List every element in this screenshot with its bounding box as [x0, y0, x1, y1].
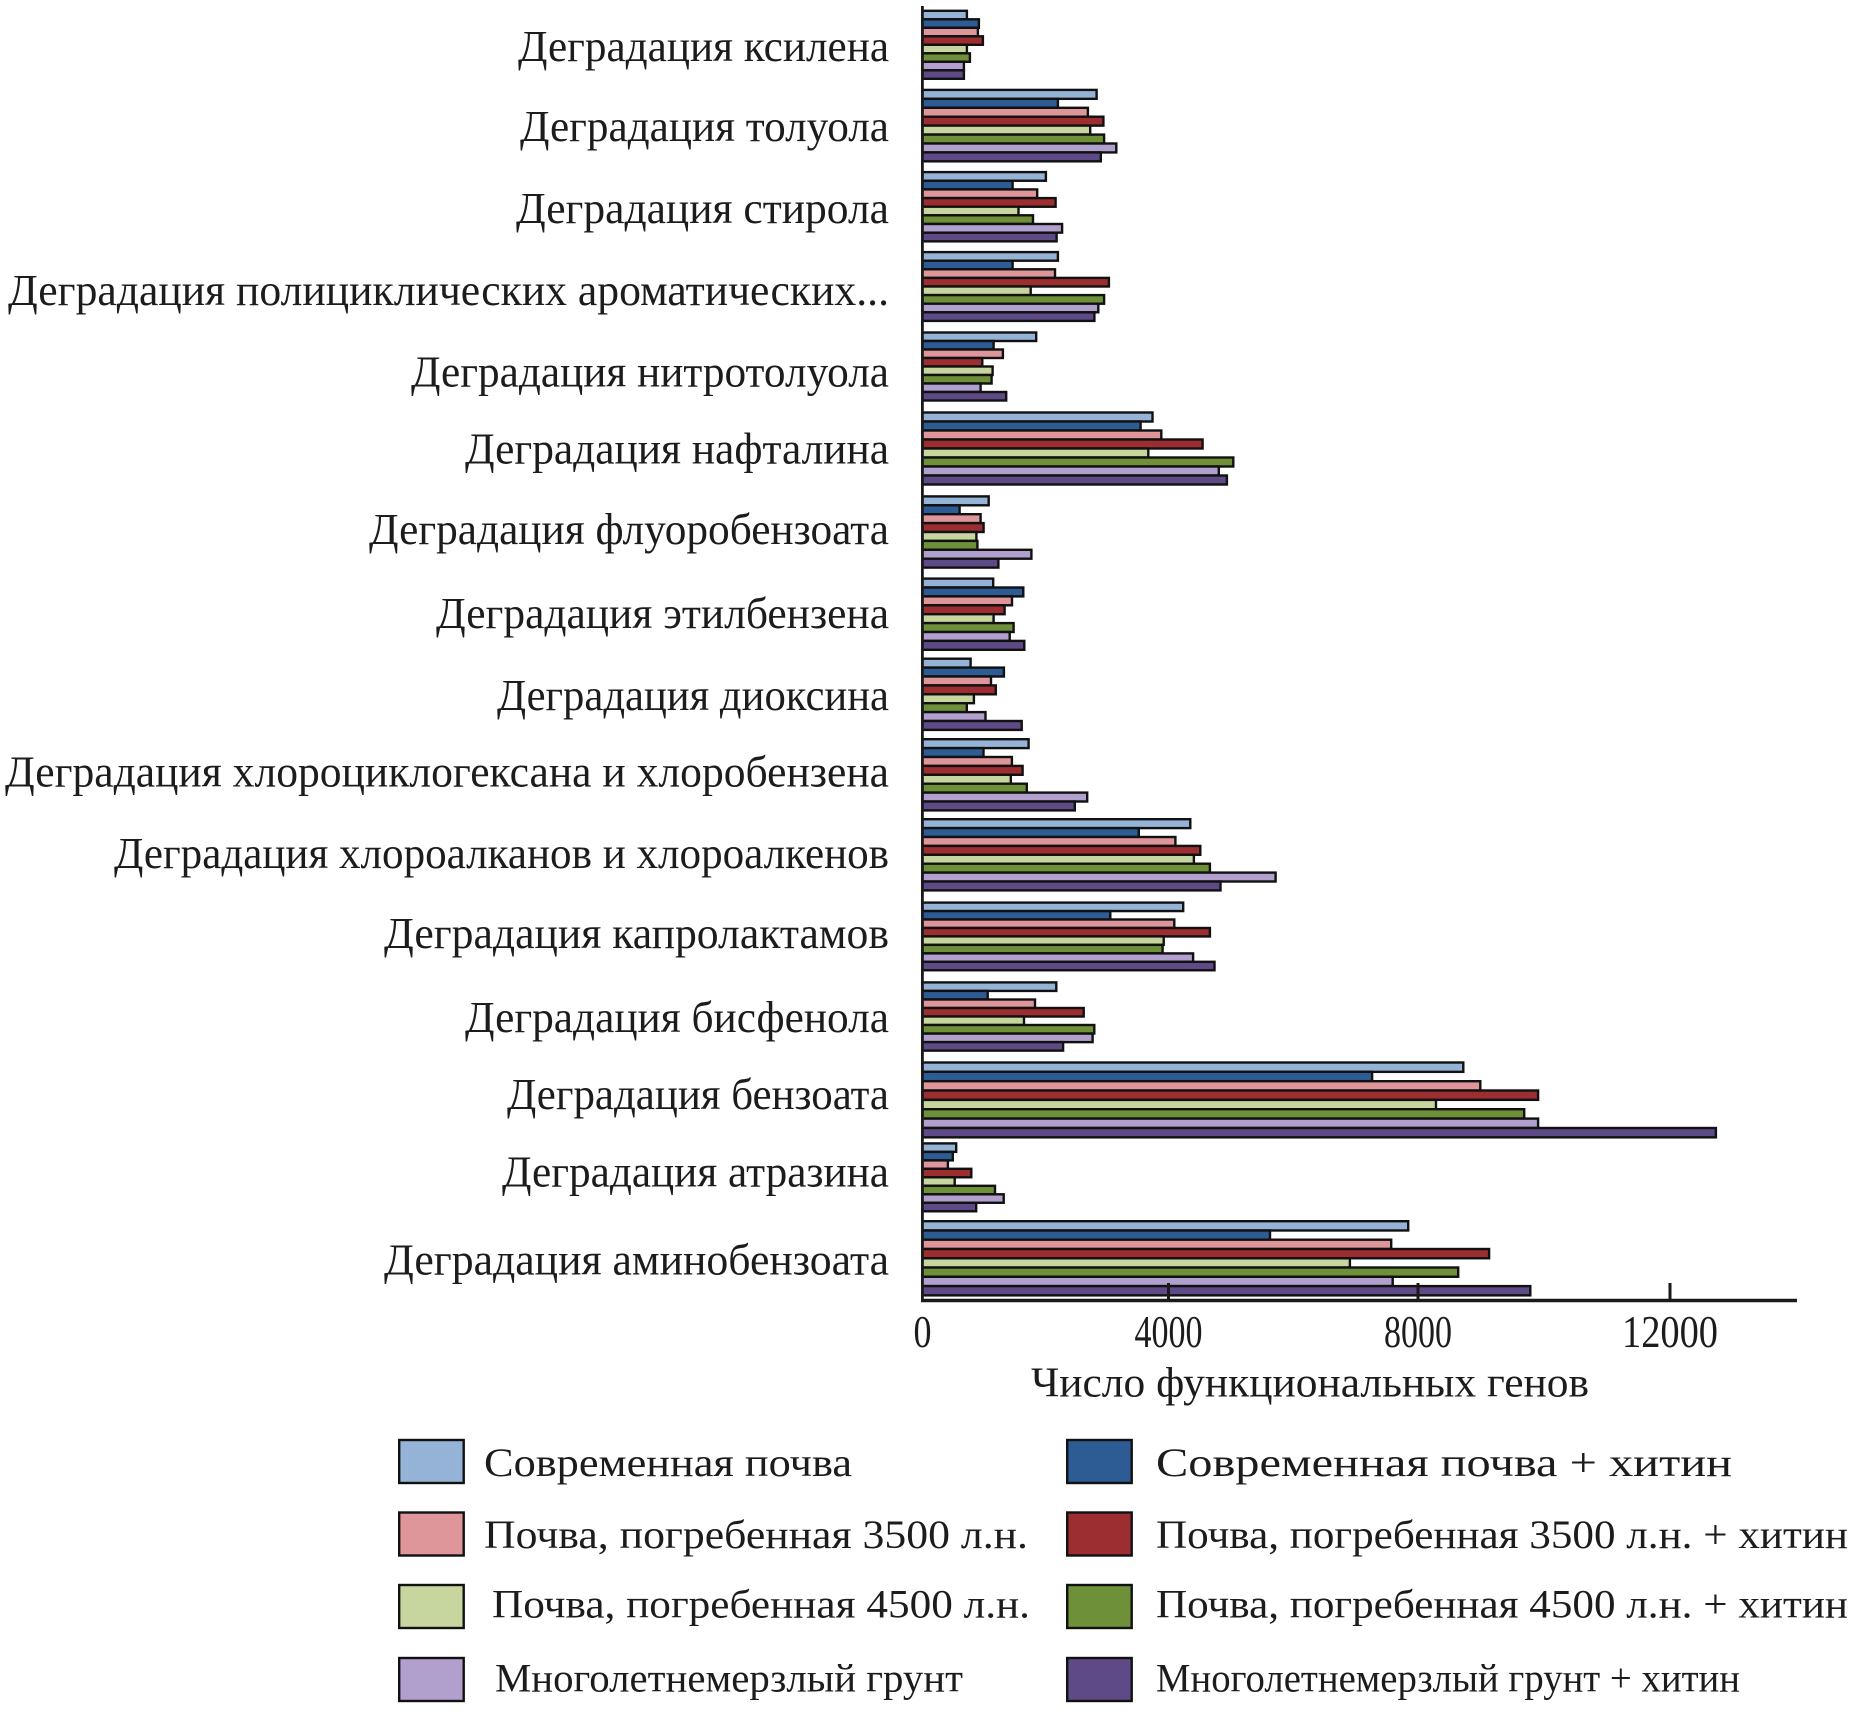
svg-text:Почва, погребенная 4500 л.н. +: Почва, погребенная 4500 л.н. + хитин — [1156, 1582, 1848, 1627]
svg-text:0: 0 — [914, 1306, 932, 1357]
svg-text:Деградация диоксина: Деградация диоксина — [497, 671, 889, 720]
svg-text:Деградация бисфенола: Деградация бисфенола — [465, 993, 889, 1042]
svg-text:4000: 4000 — [1135, 1306, 1203, 1357]
svg-text:Деградация капролактамов: Деградация капролактамов — [384, 909, 889, 958]
svg-text:Современная почва + хитин: Современная почва + хитин — [1156, 1440, 1732, 1485]
svg-text:Деградация нитротолуола: Деградация нитротолуола — [411, 348, 889, 397]
svg-text:Деградация хлороциклогексана и: Деградация хлороциклогексана и хлоробенз… — [5, 748, 889, 797]
svg-text:Почва, погребенная 3500 л.н. +: Почва, погребенная 3500 л.н. + хитин — [1156, 1512, 1848, 1557]
svg-text:Почва, погребенная 4500 л.н.: Почва, погребенная 4500 л.н. — [492, 1582, 1030, 1627]
svg-text:Современная почва: Современная почва — [484, 1440, 852, 1485]
svg-text:Деградация атразина: Деградация атразина — [502, 1148, 889, 1197]
svg-text:Деградация хлороалканов и хлор: Деградация хлороалканов и хлороалкенов — [114, 829, 889, 878]
svg-text:Деградация нафталина: Деградация нафталина — [465, 425, 889, 474]
svg-text:Деградация флуоробензоата: Деградация флуоробензоата — [369, 505, 889, 554]
svg-text:Деградация аминобензоата: Деградация аминобензоата — [384, 1236, 889, 1285]
svg-text:Деградация бензоата: Деградация бензоата — [507, 1070, 889, 1119]
svg-text:Число функциональных генов: Число функциональных генов — [1031, 1361, 1589, 1407]
svg-text:Многолетнемерзлый грунт: Многолетнемерзлый грунт — [495, 1656, 963, 1701]
svg-text:Многолетнемерзлый грунт + хити: Многолетнемерзлый грунт + хитин — [1156, 1656, 1740, 1701]
svg-text:Деградация ксилена: Деградация ксилена — [518, 22, 889, 71]
svg-text:Деградация стирола: Деградация стирола — [516, 184, 889, 233]
svg-text:12000: 12000 — [1622, 1306, 1718, 1357]
svg-text:Деградация толуола: Деградация толуола — [520, 102, 889, 151]
svg-text:8000: 8000 — [1384, 1306, 1452, 1357]
svg-text:Деградация полициклических аро: Деградация полициклических ароматических… — [8, 266, 889, 315]
svg-text:Почва, погребенная 3500 л.н.: Почва, погребенная 3500 л.н. — [484, 1512, 1028, 1557]
svg-text:Деградация этилбензена: Деградация этилбензена — [436, 589, 889, 638]
